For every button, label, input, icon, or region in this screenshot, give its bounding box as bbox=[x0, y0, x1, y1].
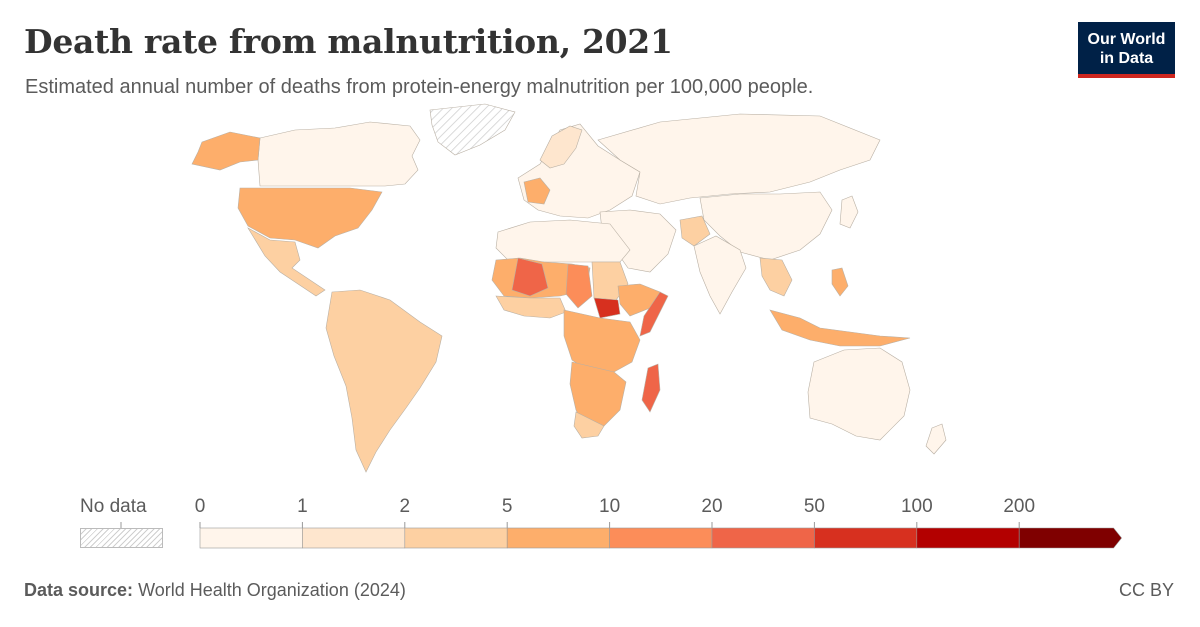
chart-title: Death rate from malnutrition, 2021 bbox=[24, 22, 673, 61]
region-west-africa-coast[interactable] bbox=[495, 295, 567, 319]
legend-bin-5[interactable] bbox=[711, 527, 815, 549]
legend-bin-2[interactable] bbox=[404, 527, 508, 549]
region-europe[interactable] bbox=[517, 123, 641, 219]
region-australia[interactable] bbox=[807, 347, 911, 441]
logo-line-1: Our World bbox=[1087, 31, 1166, 48]
chart-subtitle: Estimated annual number of deaths from p… bbox=[25, 76, 814, 98]
data-source: Data source: World Health Organization (… bbox=[24, 580, 406, 601]
region-mexico[interactable] bbox=[247, 227, 326, 297]
region-russia[interactable] bbox=[597, 113, 881, 205]
region-india[interactable] bbox=[693, 235, 747, 315]
region-chad[interactable] bbox=[565, 263, 593, 309]
legend-bin-0[interactable] bbox=[199, 527, 303, 549]
region-central-africa[interactable] bbox=[563, 309, 641, 373]
region-usa[interactable] bbox=[237, 187, 383, 249]
region-france[interactable] bbox=[523, 177, 551, 205]
region-south-sudan[interactable] bbox=[593, 297, 621, 319]
legend-bin-4[interactable] bbox=[609, 527, 713, 549]
legend-tick-label: 1 bbox=[297, 496, 308, 517]
region-pakistan[interactable] bbox=[679, 215, 711, 247]
region-china[interactable] bbox=[699, 191, 833, 261]
data-source-text: World Health Organization (2024) bbox=[138, 580, 406, 600]
world-map[interactable] bbox=[120, 100, 960, 480]
legend-bin-7[interactable] bbox=[916, 527, 1020, 549]
legend-tick-label: 5 bbox=[501, 496, 513, 517]
legend-tick-label: 20 bbox=[701, 496, 723, 517]
legend-bin-6[interactable] bbox=[814, 527, 918, 549]
legend-tick-label: 100 bbox=[900, 496, 933, 517]
region-somalia[interactable] bbox=[639, 291, 669, 337]
legend-tick-label: 200 bbox=[1003, 496, 1036, 517]
region-southeast-asia[interactable] bbox=[759, 257, 793, 297]
region-south-america[interactable] bbox=[325, 289, 443, 473]
legend-bin-8[interactable] bbox=[1018, 527, 1122, 549]
region-north-africa[interactable] bbox=[495, 219, 631, 263]
region-indonesia[interactable] bbox=[769, 309, 911, 347]
region-philippines[interactable] bbox=[831, 267, 849, 297]
legend: No data 0 1 2 5 10 20 50 100 200 bbox=[0, 490, 1200, 560]
region-madagascar[interactable] bbox=[641, 363, 661, 413]
license-link[interactable]: CC BY bbox=[1118, 580, 1174, 600]
region-greenland[interactable] bbox=[429, 103, 516, 156]
no-data-swatch bbox=[80, 528, 163, 548]
legend-scale bbox=[120, 522, 1122, 549]
region-scandinavia[interactable] bbox=[539, 125, 583, 169]
region-canada[interactable] bbox=[257, 121, 421, 187]
logo-line-2: in Data bbox=[1099, 50, 1154, 67]
data-source-label: Data source: bbox=[24, 580, 134, 600]
legend-bin-3[interactable] bbox=[506, 527, 610, 549]
legend-bin-1[interactable] bbox=[302, 527, 406, 549]
region-japan[interactable] bbox=[839, 195, 859, 229]
region-alaska[interactable] bbox=[191, 131, 261, 171]
region-south-africa[interactable] bbox=[573, 411, 605, 439]
no-data-label: No data bbox=[80, 496, 147, 517]
region-mali[interactable] bbox=[511, 257, 549, 297]
legend-tick-label: 0 bbox=[194, 496, 206, 517]
region-new-zealand[interactable] bbox=[925, 423, 947, 455]
owid-logo[interactable]: Our World in Data bbox=[1078, 22, 1175, 78]
legend-tick-label: 2 bbox=[399, 496, 411, 517]
legend-tick-label: 10 bbox=[599, 496, 621, 517]
legend-tick-label: 50 bbox=[803, 496, 825, 517]
